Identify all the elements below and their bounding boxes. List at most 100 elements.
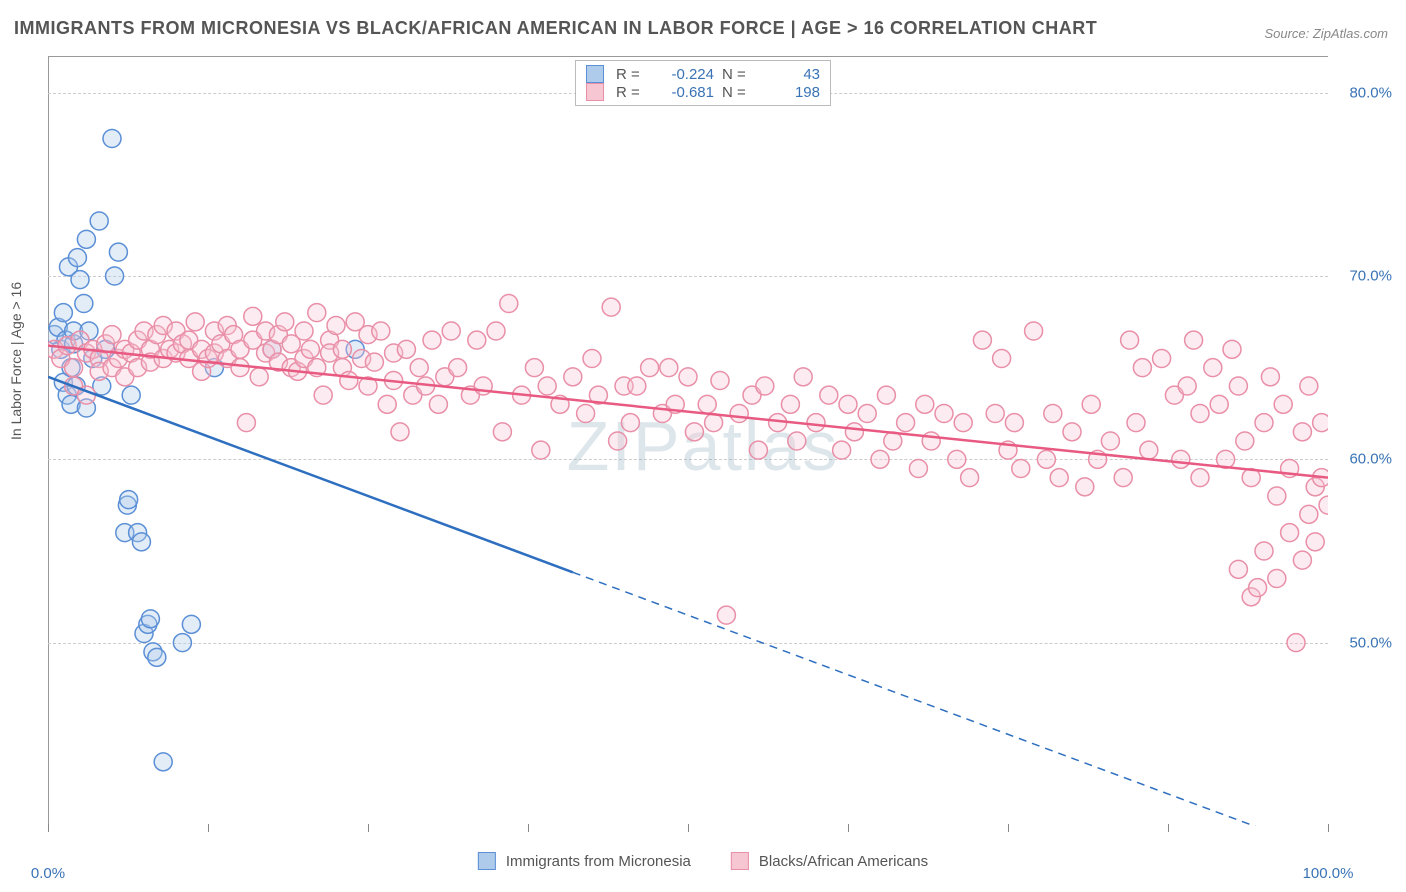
data-point — [1281, 524, 1299, 542]
data-point — [1044, 405, 1062, 423]
data-point — [468, 331, 486, 349]
y-tick-label: 80.0% — [1349, 84, 1392, 101]
data-point — [698, 395, 716, 413]
regression-line — [48, 377, 573, 572]
r-value-1: -0.224 — [660, 66, 714, 83]
data-point — [148, 648, 166, 666]
data-point — [717, 606, 735, 624]
data-point — [577, 405, 595, 423]
data-point — [807, 414, 825, 432]
data-point — [1185, 331, 1203, 349]
data-point — [1274, 395, 1292, 413]
data-point — [916, 395, 934, 413]
legend-item-2: Blacks/African Americans — [731, 852, 928, 870]
source-text: Source: ZipAtlas.com — [1264, 26, 1388, 41]
n-label: N = — [722, 84, 758, 101]
n-value-1: 43 — [766, 66, 820, 83]
chart-title: IMMIGRANTS FROM MICRONESIA VS BLACK/AFRI… — [14, 18, 1097, 39]
data-point — [525, 359, 543, 377]
data-point — [154, 753, 172, 771]
data-point — [1300, 505, 1318, 523]
swatch-series-1 — [478, 852, 496, 870]
data-point — [973, 331, 991, 349]
data-point — [493, 423, 511, 441]
data-point — [372, 322, 390, 340]
data-point — [333, 340, 351, 358]
data-point — [583, 350, 601, 368]
data-point — [948, 450, 966, 468]
swatch-series-1 — [586, 65, 604, 83]
data-point — [1114, 469, 1132, 487]
data-point — [141, 610, 159, 628]
data-point — [276, 313, 294, 331]
data-point — [295, 322, 313, 340]
legend-label-2: Blacks/African Americans — [759, 853, 928, 870]
data-point — [897, 414, 915, 432]
data-point — [231, 359, 249, 377]
data-point — [365, 353, 383, 371]
data-point — [858, 405, 876, 423]
x-tick-label: 100.0% — [1303, 865, 1354, 882]
data-point — [308, 304, 326, 322]
data-point — [106, 267, 124, 285]
stats-row-series-2: R = -0.681 N = 198 — [586, 83, 820, 101]
data-point — [1082, 395, 1100, 413]
data-point — [182, 615, 200, 633]
data-point — [705, 414, 723, 432]
data-point — [1306, 533, 1324, 551]
data-point — [871, 450, 889, 468]
data-point — [397, 340, 415, 358]
data-point — [103, 326, 121, 344]
data-point — [1204, 359, 1222, 377]
data-point — [1076, 478, 1094, 496]
swatch-series-2 — [731, 852, 749, 870]
data-point — [1133, 359, 1151, 377]
data-point — [1012, 460, 1030, 478]
data-point — [1025, 322, 1043, 340]
data-point — [1153, 350, 1171, 368]
data-point — [1127, 414, 1145, 432]
data-point — [1101, 432, 1119, 450]
data-point — [90, 212, 108, 230]
data-point — [833, 441, 851, 459]
data-point — [487, 322, 505, 340]
data-point — [109, 243, 127, 261]
data-point — [1172, 450, 1190, 468]
x-tick — [1328, 824, 1329, 832]
data-point — [1191, 469, 1209, 487]
data-point — [538, 377, 556, 395]
data-point — [1300, 377, 1318, 395]
data-point — [685, 423, 703, 441]
data-point — [301, 340, 319, 358]
data-point — [103, 130, 121, 148]
data-point — [986, 405, 1004, 423]
data-point — [449, 359, 467, 377]
data-point — [961, 469, 979, 487]
data-point — [1255, 542, 1273, 560]
data-point — [788, 432, 806, 450]
data-point — [711, 372, 729, 390]
regression-line-extrapolated — [573, 572, 1328, 826]
data-point — [75, 295, 93, 313]
data-point — [186, 313, 204, 331]
data-point — [1236, 432, 1254, 450]
data-point — [423, 331, 441, 349]
data-point — [54, 304, 72, 322]
data-point — [1268, 487, 1286, 505]
legend: Immigrants from Micronesia Blacks/Africa… — [478, 852, 928, 870]
data-point — [1005, 414, 1023, 432]
data-point — [532, 441, 550, 459]
data-point — [609, 432, 627, 450]
data-point — [621, 414, 639, 432]
data-point — [1319, 496, 1328, 514]
data-point — [122, 386, 140, 404]
data-point — [839, 395, 857, 413]
data-point — [845, 423, 863, 441]
data-point — [1063, 423, 1081, 441]
y-tick-label: 50.0% — [1349, 634, 1392, 651]
stats-row-series-1: R = -0.224 N = 43 — [586, 65, 820, 83]
r-label: R = — [616, 84, 652, 101]
data-point — [820, 386, 838, 404]
data-point — [660, 359, 678, 377]
r-label: R = — [616, 66, 652, 83]
